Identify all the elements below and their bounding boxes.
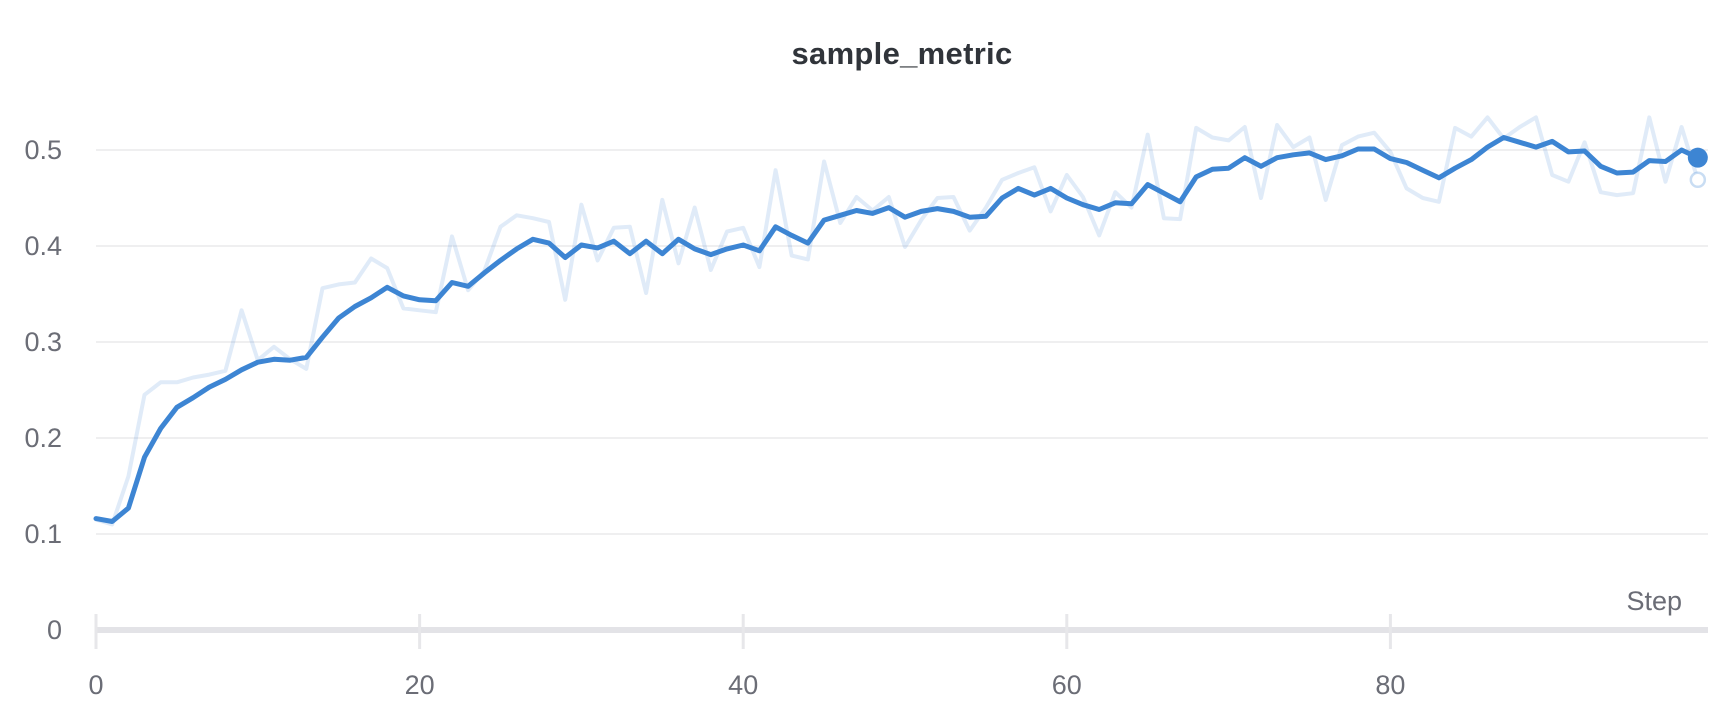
y-tick-label: 0.1 bbox=[24, 519, 62, 549]
y-tick-label: 0 bbox=[47, 615, 62, 645]
raw-series-line bbox=[94, 115, 1700, 527]
x-axis-label: Step bbox=[1626, 586, 1682, 616]
x-tick-label: 40 bbox=[728, 670, 758, 700]
y-tick-label: 0.2 bbox=[24, 423, 62, 453]
x-tick-label: 20 bbox=[405, 670, 435, 700]
raw-endpoint-marker bbox=[1689, 171, 1707, 189]
x-tick-label: 60 bbox=[1052, 670, 1082, 700]
smoothed-endpoint-marker bbox=[1687, 147, 1708, 168]
x-tick-label: 80 bbox=[1375, 670, 1405, 700]
x-axis-line bbox=[96, 627, 1708, 633]
chart-title: sample_metric bbox=[791, 36, 1013, 71]
smoothed-series-line bbox=[93, 135, 1701, 524]
y-tick-label: 0.5 bbox=[24, 135, 62, 165]
y-tick-label: 0.4 bbox=[24, 231, 62, 261]
y-tick-label: 0.3 bbox=[24, 327, 62, 357]
x-tick-label: 0 bbox=[88, 670, 103, 700]
